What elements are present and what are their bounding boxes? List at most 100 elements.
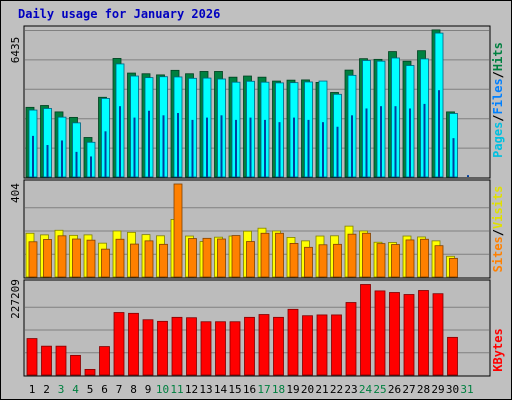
x-axis-day-labels: 1 2 3 4 5 6 7 8 9 10 11 12 13 14 15 16 17 18 19 20 21 22 23 24 2… xyxy=(29,383,474,396)
day-label-22: 22 xyxy=(330,383,343,396)
day-label-24: 24 xyxy=(359,383,373,396)
day-label-10: 10 xyxy=(156,383,169,396)
bar-kbytes-day-15 xyxy=(229,321,241,376)
bars-layer xyxy=(25,29,469,376)
y-max-label-hits: 6435 xyxy=(9,37,22,64)
svg-text:Pages/Files/Hits: Pages/Files/Hits xyxy=(491,42,505,158)
bar-sites-day-18 xyxy=(275,232,284,278)
day-label-15: 15 xyxy=(228,383,241,396)
day-label-9: 9 xyxy=(145,383,152,396)
bar-kbytes-day-19 xyxy=(287,308,299,376)
bar-pages-day-30 xyxy=(452,138,455,177)
day-label-29: 29 xyxy=(431,383,444,396)
day-label-30: 30 xyxy=(446,383,459,396)
day-label-7: 7 xyxy=(116,383,123,396)
bar-kbytes-day-2 xyxy=(41,345,52,376)
bar-sites-day-16 xyxy=(246,241,255,278)
legend-visits: Visits xyxy=(491,186,505,229)
svg-text:Sites/Visits: Sites/Visits xyxy=(491,186,505,273)
bar-kbytes-day-7 xyxy=(113,312,125,376)
bar-kbytes-day-23 xyxy=(345,302,357,376)
bar-kbytes-day-29 xyxy=(432,293,444,376)
y-max-label-visits: 404 xyxy=(9,183,22,203)
bar-pages-day-6 xyxy=(104,131,107,177)
day-label-25: 25 xyxy=(373,383,386,396)
bar-sites-day-9 xyxy=(144,240,154,278)
bar-kbytes-day-20 xyxy=(302,315,313,376)
bar-sites-day-24 xyxy=(362,232,371,278)
bar-kbytes-day-12 xyxy=(186,317,197,376)
bar-pages-day-17 xyxy=(264,119,266,177)
bar-kbytes-day-5 xyxy=(84,368,96,376)
bar-sites-day-29 xyxy=(434,245,444,278)
bar-kbytes-day-26 xyxy=(389,292,400,376)
bar-pages-day-25 xyxy=(380,106,382,177)
bar-pages-day-1 xyxy=(32,135,34,177)
day-label-17: 17 xyxy=(257,383,270,396)
bar-pages-day-22 xyxy=(336,126,339,177)
day-label-31: 31 xyxy=(460,383,473,396)
bar-pages-day-8 xyxy=(133,117,136,177)
bar-sites-day-23 xyxy=(347,233,357,278)
legend-hits-files-pages: Pages/Files/Hits xyxy=(491,42,505,158)
bar-pages-day-15 xyxy=(235,119,237,177)
bar-kbytes-day-11 xyxy=(171,316,183,376)
day-label-16: 16 xyxy=(243,383,256,396)
bar-kbytes-day-4 xyxy=(70,354,81,376)
bar-kbytes-day-24 xyxy=(360,284,371,376)
bar-kbytes-day-25 xyxy=(374,290,386,376)
bar-pages-day-24 xyxy=(365,108,368,177)
legend-hits: Hits xyxy=(491,42,505,71)
bar-sites-day-30 xyxy=(449,257,458,278)
bar-sites-day-17 xyxy=(260,232,270,278)
bar-kbytes-day-9 xyxy=(142,319,154,376)
svg-text:KBytes: KBytes xyxy=(491,328,505,371)
bar-kbytes-day-28 xyxy=(418,290,429,376)
bar-sites-day-22 xyxy=(333,243,342,278)
bar-kbytes-day-8 xyxy=(128,312,139,376)
bar-pages-day-10 xyxy=(162,115,165,177)
day-label-4: 4 xyxy=(72,383,79,396)
day-label-21: 21 xyxy=(315,383,328,396)
bar-kbytes-day-21 xyxy=(316,314,328,376)
bar-sites-day-2 xyxy=(43,239,52,278)
bar-pages-day-16 xyxy=(249,117,252,177)
y-max-label-kbytes: 227209 xyxy=(9,279,22,319)
legend-sep-3: / xyxy=(491,229,505,236)
bar-pages-day-5 xyxy=(90,156,92,177)
day-label-1: 1 xyxy=(29,383,36,396)
bar-pages-day-29 xyxy=(438,90,440,177)
bar-kbytes-day-10 xyxy=(157,320,168,376)
bar-pages-day-28 xyxy=(423,103,426,177)
legend-kbytes: KBytes xyxy=(491,328,505,371)
bar-pages-day-14 xyxy=(220,115,223,177)
bar-sites-day-14 xyxy=(217,238,226,278)
bar-kbytes-day-3 xyxy=(55,345,67,376)
bar-kbytes-day-22 xyxy=(331,314,342,376)
day-label-6: 6 xyxy=(101,383,108,396)
bar-sites-day-13 xyxy=(202,237,212,278)
day-label-26: 26 xyxy=(388,383,401,396)
bar-pages-day-27 xyxy=(409,108,411,177)
bar-pages-day-31 xyxy=(467,175,469,177)
day-label-12: 12 xyxy=(185,383,198,396)
bar-sites-day-21 xyxy=(318,244,328,278)
bar-sites-day-26 xyxy=(391,244,400,278)
day-label-3: 3 xyxy=(58,383,65,396)
bar-sites-day-27 xyxy=(405,239,415,278)
bar-sites-day-10 xyxy=(159,243,168,278)
day-label-11: 11 xyxy=(170,383,183,396)
day-label-20: 20 xyxy=(301,383,314,396)
legend-sep-2: / xyxy=(491,71,505,78)
day-label-2: 2 xyxy=(43,383,50,396)
bar-pages-day-18 xyxy=(278,122,281,177)
bar-kbytes-day-27 xyxy=(403,294,415,376)
day-label-28: 28 xyxy=(417,383,430,396)
day-label-23: 23 xyxy=(344,383,357,396)
bar-pages-day-2 xyxy=(46,145,49,177)
bar-sites-day-3 xyxy=(57,235,67,278)
bar-kbytes-day-18 xyxy=(273,316,284,376)
bar-pages-day-20 xyxy=(307,119,310,177)
bar-sites-day-20 xyxy=(304,246,313,278)
bar-sites-day-28 xyxy=(420,238,429,278)
